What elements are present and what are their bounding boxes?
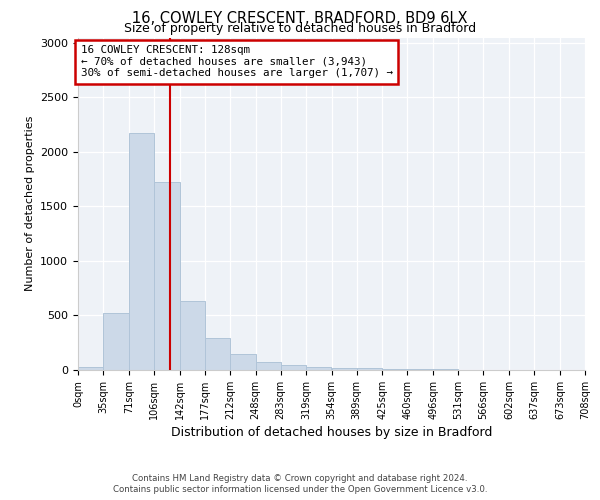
Bar [356, 368, 382, 370]
Text: Size of property relative to detached houses in Bradford: Size of property relative to detached ho… [124, 22, 476, 35]
Text: 16 COWLEY CRESCENT: 128sqm
← 70% of detached houses are smaller (3,943)
30% of s: 16 COWLEY CRESCENT: 128sqm ← 70% of deta… [81, 45, 393, 78]
Text: Contains HM Land Registry data © Crown copyright and database right 2024.
Contai: Contains HM Land Registry data © Crown c… [113, 474, 487, 494]
Bar [230, 354, 256, 370]
Bar [281, 365, 307, 370]
Bar [103, 313, 129, 370]
Bar [307, 366, 331, 370]
Bar [179, 301, 205, 370]
Bar [382, 368, 407, 370]
Bar [407, 369, 433, 370]
X-axis label: Distribution of detached houses by size in Bradford: Distribution of detached houses by size … [171, 426, 492, 439]
Bar [78, 368, 103, 370]
Bar [129, 133, 154, 370]
Y-axis label: Number of detached properties: Number of detached properties [25, 116, 35, 292]
Text: 16, COWLEY CRESCENT, BRADFORD, BD9 6LX: 16, COWLEY CRESCENT, BRADFORD, BD9 6LX [132, 11, 468, 26]
Bar [205, 338, 230, 370]
Bar [331, 368, 356, 370]
Bar [256, 362, 281, 370]
Bar [154, 182, 179, 370]
